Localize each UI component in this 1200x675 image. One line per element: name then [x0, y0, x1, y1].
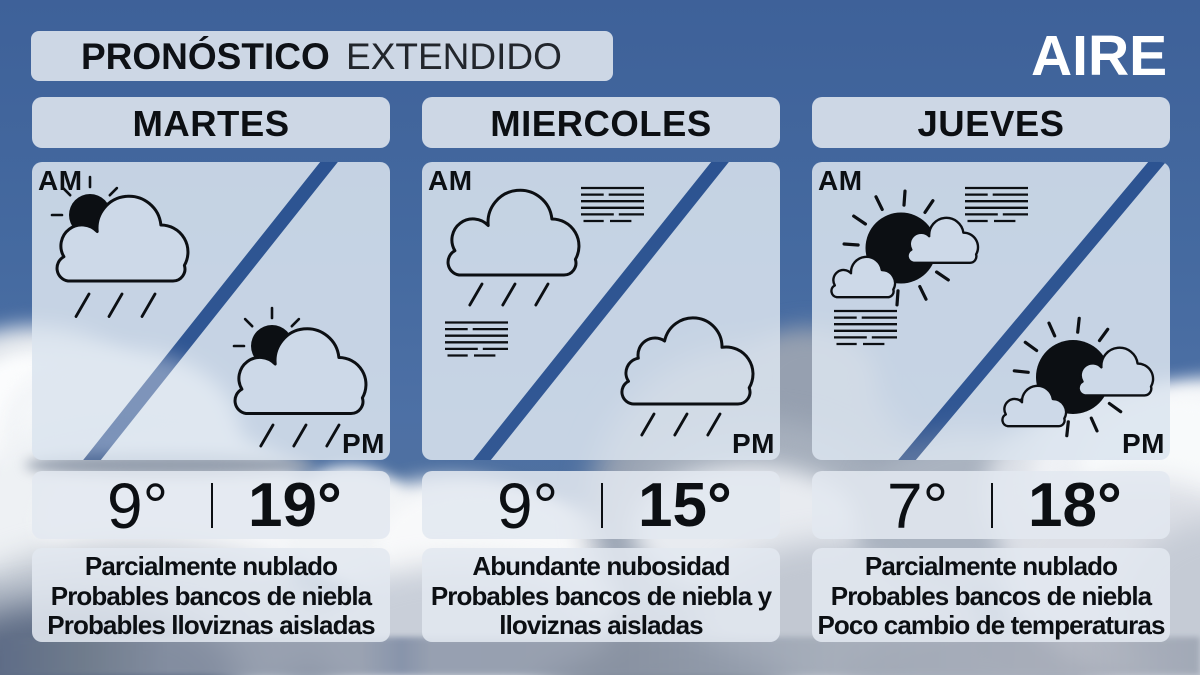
- svg-text:PM: PM: [732, 428, 775, 459]
- svg-text:AM: AM: [428, 165, 473, 196]
- svg-text:PM: PM: [342, 428, 385, 459]
- svg-text:PM: PM: [1122, 428, 1165, 459]
- svg-text:AM: AM: [38, 165, 83, 196]
- svg-text:AM: AM: [818, 165, 863, 196]
